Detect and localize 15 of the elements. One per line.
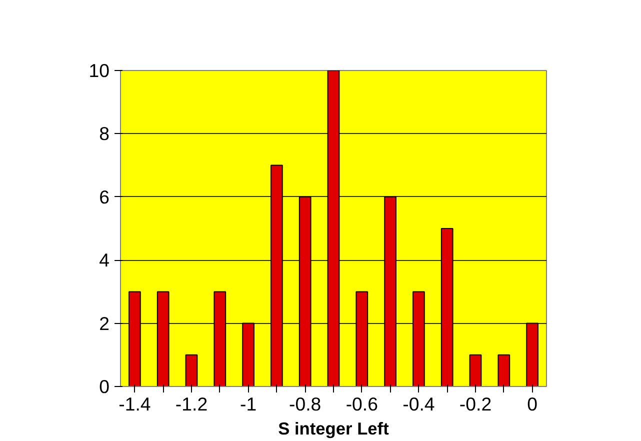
y-tick-label: 2: [99, 312, 110, 334]
x-tick-label: -1.2: [175, 394, 208, 414]
y-tick-label: 4: [99, 250, 110, 271]
x-axis-title: S integer Left: [278, 418, 390, 438]
y-tick-label: 10: [88, 60, 110, 81]
x-tick-label: -1: [240, 394, 257, 414]
x-tick-label: -1.4: [118, 394, 151, 414]
x-tick-label: -0.6: [346, 394, 378, 414]
y-tick-label: 8: [99, 123, 110, 144]
y-tick-label: 0: [99, 376, 110, 397]
y-tick-label: 6: [99, 186, 110, 208]
x-tick-label: -0.8: [289, 394, 322, 414]
x-tick-label: -0.4: [402, 394, 435, 414]
x-tick-label: 0: [527, 394, 538, 414]
x-tick-label: -0.2: [459, 394, 492, 414]
